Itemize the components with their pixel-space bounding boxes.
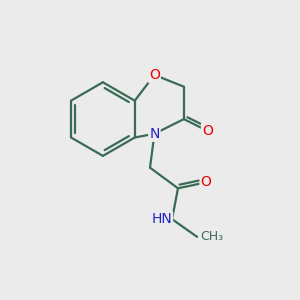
Text: O: O: [149, 68, 160, 82]
Text: HN: HN: [151, 212, 172, 226]
Text: O: O: [200, 176, 211, 189]
Text: N: N: [149, 127, 160, 141]
Text: CH₃: CH₃: [200, 230, 223, 243]
Text: O: O: [202, 124, 213, 138]
